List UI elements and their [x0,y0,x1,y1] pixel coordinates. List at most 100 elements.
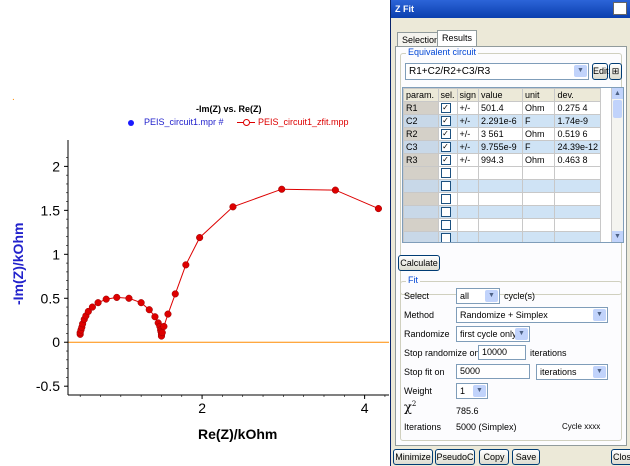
checkbox-checked-icon[interactable]: ✓ [440,142,451,153]
param-unit: Ohm [521,101,556,115]
scroll-thumb[interactable] [613,100,622,118]
chevron-down-icon[interactable]: ▼ [485,290,498,302]
table-row-empty[interactable] [403,231,601,242]
circuit-tools-icon[interactable]: ⊞ [609,63,622,80]
fit-data-point [229,203,237,211]
method-value: Randomize + Simplex [460,310,548,320]
legend-dot-icon [128,119,134,126]
table-scrollbar[interactable]: ▲ ▼ [611,88,623,242]
param-name: R2 [403,127,439,141]
legend-item-fit: PEIS_circuit1_zfit.mpp [237,117,349,127]
chevron-down-icon[interactable]: ▼ [593,366,606,378]
param-value[interactable]: 9.755e-9 [478,140,523,154]
checkbox-checked-icon[interactable]: ✓ [440,129,451,140]
select-cycles-dropdown[interactable]: all ▼ [456,288,500,304]
fit-data-point [151,313,159,321]
stop-fit-input[interactable]: 5000 [456,364,530,379]
column-header: dev. [554,88,601,102]
y-axis-title: -Im(Z)/kOhm [10,222,26,305]
plot-canvas: 2 1.5 1 0.5 0 -0.5 2 4 [36,140,389,416]
checkbox-checked-icon[interactable]: ✓ [440,116,451,127]
close-window-button[interactable] [613,2,627,15]
pseudoc-button[interactable]: PseudoC [435,449,475,465]
param-name: R3 [403,153,439,167]
y-tick-label: -0.5 [36,378,60,394]
window-titlebar[interactable]: Z Fit [391,0,630,18]
select-checkbox[interactable]: ✓ [437,153,458,167]
select-checkbox[interactable]: ✓ [437,101,458,115]
circuit-select[interactable]: R1+C2/R2+C3/R3 ▼ [405,63,589,80]
fit-data-point [374,205,382,213]
minimize-button[interactable]: Minimize [393,449,433,465]
chi-symbol: χ [404,400,412,416]
param-value[interactable]: 501.4 [478,101,523,115]
table-row[interactable]: C2 ✓ +/- 2.291e-6 F 1.74e-9 [403,114,601,128]
table-row-empty[interactable] [403,166,601,180]
table-row-empty[interactable] [403,179,601,193]
y-tick-label: 1 [52,246,60,262]
stop-fit-unit-dropdown[interactable]: iterations ▼ [536,364,608,380]
edit-circuit-button[interactable]: Edit [592,63,609,80]
save-button[interactable]: Save [512,449,540,465]
checkbox-icon[interactable] [440,168,451,179]
param-value[interactable]: 3 561 [478,127,523,141]
param-sign: +/- [456,127,480,141]
chevron-down-icon[interactable]: ▼ [574,65,587,77]
fit-data-point [158,329,166,337]
y-tick-label: 0 [52,334,60,350]
chi-exponent: 2 [411,400,417,408]
iterations-label: iterations [530,348,567,358]
param-unit: Ohm [521,153,556,167]
checkbox-checked-icon[interactable]: ✓ [440,155,451,166]
tab-results[interactable]: Results [437,30,478,47]
weight-value: 1 [460,386,466,396]
scroll-down-icon[interactable]: ▼ [612,231,623,242]
x-axis-title: Re(Z)/kOhm [198,426,278,442]
x-tick-label: 2 [198,400,206,416]
method-dropdown[interactable]: Randomize + Simplex ▼ [456,307,608,323]
chevron-down-icon[interactable]: ▼ [515,328,528,340]
checkbox-icon[interactable] [440,181,451,192]
table-row[interactable]: R3 ✓ +/- 994.3 Ohm 0.463 8 [403,153,601,167]
randomize-dropdown[interactable]: first cycle only ▼ [456,326,530,342]
fit-data-point [88,303,96,311]
fit-data-point [331,186,339,194]
calculate-button[interactable]: Calculate [398,255,440,271]
checkbox-icon[interactable] [440,220,451,231]
table-row[interactable]: C3 ✓ +/- 9.755e-9 F 24.39e-12 [403,140,601,154]
param-value[interactable]: 994.3 [478,153,523,167]
checkbox-icon[interactable] [440,233,451,242]
param-value[interactable]: 2.291e-6 [478,114,523,128]
randomize-label: Randomize [404,329,450,339]
y-tick-label: 2 [52,158,60,174]
orange-marker: . [12,92,15,103]
chevron-down-icon[interactable]: ▼ [593,309,606,321]
checkbox-icon[interactable] [440,207,451,218]
weight-label: Weight [404,386,432,396]
checkbox-checked-icon[interactable]: ✓ [440,103,451,114]
copy-button[interactable]: Copy [479,449,509,465]
fit-series-line [79,188,379,337]
param-name: C3 [403,140,439,154]
stop-fit-unit-value: iterations [540,367,577,377]
chevron-down-icon[interactable]: ▼ [473,385,486,397]
y-tick-label: 1.5 [41,202,61,218]
param-sign: +/- [456,114,480,128]
table-row-empty[interactable] [403,205,601,219]
table-row[interactable]: R2 ✓ +/- 3 561 Ohm 0.519 6 [403,127,601,141]
select-checkbox[interactable]: ✓ [437,140,458,154]
table-row-empty[interactable] [403,218,601,232]
checkbox-icon[interactable] [440,194,451,205]
param-name: R1 [403,101,439,115]
close-button[interactable]: Clos [611,449,630,465]
stop-randomize-input[interactable]: 10000 [478,345,526,360]
fit-data-point [196,234,204,242]
scroll-up-icon[interactable]: ▲ [612,88,623,99]
stop-fit-label: Stop fit on [404,367,445,377]
table-row-empty[interactable] [403,192,601,206]
select-checkbox[interactable]: ✓ [437,114,458,128]
table-row[interactable]: R1 ✓ +/- 501.4 Ohm 0.275 4 [403,101,601,115]
legend-line-marker-icon [237,118,255,127]
weight-dropdown[interactable]: 1 ▼ [456,383,488,399]
select-checkbox[interactable]: ✓ [437,127,458,141]
